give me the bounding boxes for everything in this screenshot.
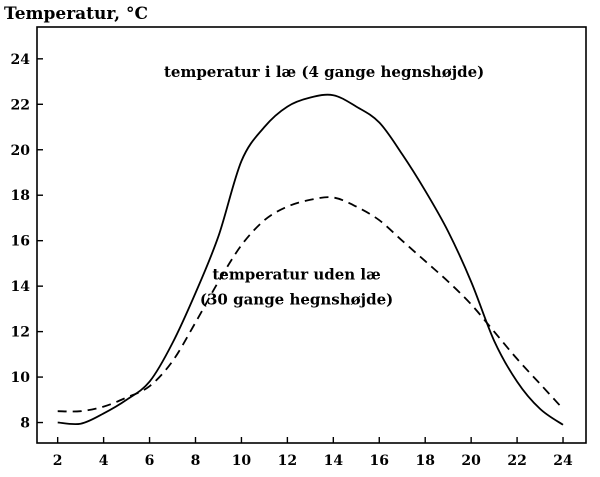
y-tick-label: 20 [11, 143, 31, 159]
x-tick-label: 16 [370, 453, 389, 469]
x-tick-label: 12 [278, 453, 297, 469]
y-tick-label: 18 [11, 188, 30, 204]
x-tick-label: 4 [99, 453, 109, 469]
annotation-label: (30 gange hegnshøjde) [200, 290, 393, 308]
series-layer [57, 93, 564, 426]
series-line-uden-lae [57, 196, 564, 413]
y-tick-label: 8 [20, 416, 30, 432]
x-tick-label: 14 [324, 453, 344, 469]
x-tick-label: 2 [53, 453, 63, 469]
x-tick-label: 10 [232, 453, 252, 469]
y-axis: 8 10 12 14 16 18 20 22 24 [11, 52, 43, 432]
x-tick-label: 22 [507, 453, 526, 469]
x-axis: 2 4 6 8 10 12 14 16 18 20 22 24 [53, 437, 573, 469]
series-line-i-lae [57, 93, 564, 426]
y-tick-label: 10 [11, 370, 31, 386]
annotation-label: temperatur uden læ [212, 265, 380, 283]
x-tick-label: 8 [191, 453, 201, 469]
plot-frame [36, 26, 587, 444]
y-tick-label: 24 [11, 52, 31, 68]
y-tick-label: 12 [11, 325, 30, 341]
x-tick-label: 6 [145, 453, 155, 469]
x-tick-label: 20 [461, 453, 481, 469]
chart-title: Temperatur, °C [4, 4, 148, 24]
y-tick-label: 22 [11, 97, 30, 113]
annotations: temperatur i læ (4 gange hegnshøjde) temp… [164, 63, 484, 308]
annotation-label: temperatur i læ (4 gange hegnshøjde) [164, 63, 484, 81]
x-tick-label: 24 [553, 453, 573, 469]
y-tick-label: 14 [11, 279, 31, 295]
y-tick-label: 16 [11, 234, 30, 250]
x-tick-label: 18 [415, 453, 434, 469]
